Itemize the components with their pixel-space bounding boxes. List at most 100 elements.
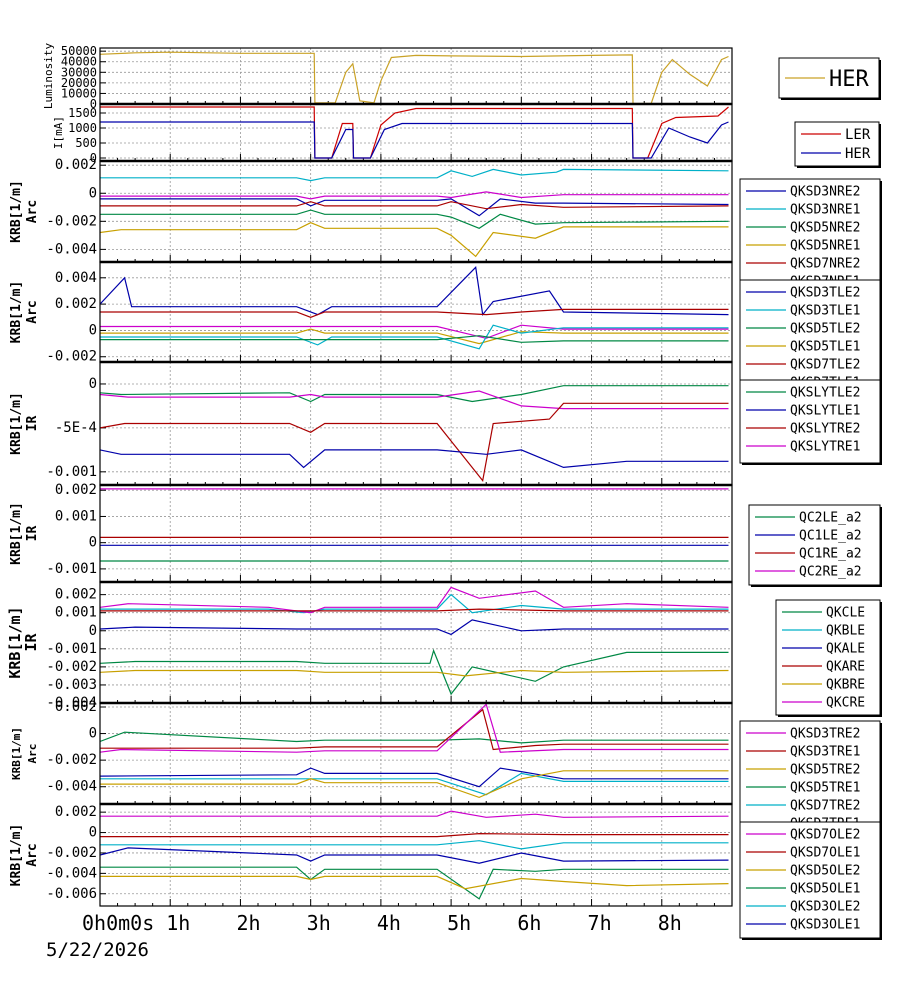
- plot-frame: [99, 160, 733, 263]
- y-axis-label: Luminosity: [42, 43, 55, 110]
- legend-entry: QKSD5TLE1: [790, 340, 860, 355]
- y-tick-label: 0.002: [55, 699, 97, 715]
- legend-entry: QKSD5TRE2: [790, 763, 860, 778]
- y-axis-label: Arc: [25, 843, 40, 866]
- y-axis-label: KRB[1/m]: [9, 502, 24, 565]
- y-tick-label: 1000: [68, 121, 97, 135]
- y-tick-label: 0.004: [55, 270, 97, 286]
- series-line-QKSD5TRE2: [100, 770, 729, 799]
- x-tick-label: 3h: [307, 911, 331, 935]
- legend-entry: QKSLYTRE1: [790, 440, 860, 455]
- y-tick-label: -0.002: [46, 752, 97, 768]
- series-line-LER: [100, 106, 729, 159]
- y-axis-label: Arc: [26, 744, 39, 764]
- y-tick-label: 0.001: [55, 605, 97, 621]
- y-tick-label: 50000: [61, 44, 97, 58]
- plot-frame: [99, 702, 733, 805]
- series-line-QKSLYTRE1: [100, 390, 729, 410]
- series-line-QKSD3TRE1: [100, 708, 729, 751]
- legend-entry: QKBLE: [826, 624, 865, 639]
- legend-entry: QKSD5NRE1: [790, 239, 860, 254]
- y-tick-label: 0: [89, 376, 97, 392]
- y-tick-label: -0.002: [46, 349, 97, 365]
- panel-9: -0.006 -0.004 -0.002 0 0.002 KRB[1/m] Arc QKSD7…: [9, 802, 882, 940]
- series-line-QKSD3OLE2: [100, 840, 729, 850]
- panel-3: -0.004 -0.002 0 0.002 KRB[1/m] Arc QKSD3NRE2 QK…: [9, 157, 882, 301]
- y-tick-label: 0: [89, 535, 97, 551]
- legend-entry: QKSD3TLE2: [790, 286, 860, 301]
- series-line-QKSD3NRE1: [100, 168, 729, 182]
- legend-entry: QKSD3TRE1: [790, 745, 860, 760]
- y-tick-label: 0.002: [55, 482, 97, 498]
- legend-box: [748, 504, 881, 586]
- series-line-QKBRE: [100, 669, 729, 677]
- y-axis-label: KRB[1/m]: [9, 824, 24, 887]
- series-line-QKSD3TLE1: [100, 324, 729, 350]
- x-tick-label: 5h: [447, 911, 471, 935]
- series-line-QKSD7OLE2: [100, 810, 729, 818]
- y-tick-label: 0: [90, 97, 97, 111]
- series-line-QKSD7TLE2: [100, 308, 729, 318]
- legend: LER HER: [794, 121, 881, 168]
- y-tick-label: -0.002: [46, 845, 97, 861]
- x-tick-label: 1h: [166, 911, 190, 935]
- time-axis: 0h0m0s 1h 2h 3h 4h 5h 6h 7h 8h: [82, 911, 682, 935]
- series-line-QKSD7TLE1: [100, 324, 729, 339]
- legend-entry: QC2LE_a2: [799, 511, 862, 526]
- legend-entry: QKSD7OLE1: [790, 846, 860, 861]
- legend-box: [739, 821, 881, 939]
- plot-frame: [99, 47, 733, 105]
- series-line-QKSLYTRE2: [100, 402, 729, 483]
- y-tick-label: 0: [89, 322, 97, 338]
- y-axis-label: KRB[1/m]: [6, 606, 24, 678]
- y-tick-label: -0.002: [46, 659, 97, 675]
- legend-entry: QC1LE_a2: [799, 529, 862, 544]
- y-tick-label: 0: [89, 825, 97, 841]
- series-line-QKSD5NRE2: [100, 209, 729, 229]
- series-line-QKSD7TRE2: [100, 772, 729, 796]
- series-line-QKSD7NRE2: [100, 201, 729, 210]
- y-tick-label: -0.004: [46, 695, 97, 711]
- series-line-QKSD5NRE1: [100, 222, 729, 258]
- legend-entry: LER: [845, 127, 871, 143]
- y-tick-label: 1500: [68, 106, 97, 120]
- legend: HER: [778, 57, 881, 100]
- y-tick-label: 500: [75, 136, 97, 150]
- y-tick-label: 0.001: [55, 508, 97, 524]
- legend-entry: QKARE: [826, 660, 865, 675]
- y-axis-label: IR: [22, 633, 40, 652]
- legend-entry: QKSLYTLE2: [790, 386, 860, 401]
- legend: QKSLYTLE2 QKSLYTLE1 QKSLYTRE2 QKSLYTRE1: [739, 379, 882, 465]
- series-line-QKSD5OLE1: [100, 866, 729, 900]
- series-line-QKSD7NRE1: [100, 191, 729, 200]
- legend-entry: QKSD3OLE2: [790, 900, 860, 915]
- y-tick-label: -0.004: [46, 241, 97, 257]
- legend-entry: QC1RE_a2: [799, 547, 862, 562]
- x-tick-label: 7h: [588, 911, 612, 935]
- y-axis-label: I[mA]: [52, 116, 65, 149]
- y-axis-label: IR: [25, 526, 40, 542]
- legend-entry: QKSD3NRE2: [790, 185, 860, 200]
- series-line-QKARE: [100, 608, 729, 612]
- y-tick-label: 10000: [61, 86, 97, 100]
- legend: QKSD7OLE2 QKSD7OLE1 QKSD5OLE2 QKSD5OLE1 QKSD…: [739, 821, 882, 940]
- plot-frame: [99, 103, 733, 162]
- legend-entry: QKSD5TLE2: [790, 322, 860, 337]
- series-line-QKALE: [100, 619, 729, 636]
- panel-6: -0.001 0 0.001 0.002 KRB[1/m] IR QC2LE_a2 QC1LE…: [9, 482, 882, 587]
- series-line-QKCRE: [100, 586, 729, 614]
- legend-entry: QKSD7TRE2: [790, 799, 860, 814]
- panel-7: -0.004 -0.003 -0.002 -0.001 0 0.001 0.002 KRB[1…: [6, 580, 882, 717]
- date-label: 5/22/2026: [46, 939, 149, 961]
- legend-entry: QKSD7OLE2: [790, 828, 860, 843]
- y-tick-label: -0.006: [46, 886, 97, 902]
- x-tick-label: 6h: [517, 911, 541, 935]
- y-tick-label: -0.002: [46, 213, 97, 229]
- y-tick-label: -0.001: [46, 464, 97, 480]
- legend-entry: QKCLE: [826, 606, 865, 621]
- series-line-QKSD3TRE2: [100, 703, 729, 753]
- legend: QC2LE_a2 QC1LE_a2 QC1RE_a2 QC2RE_a2: [748, 504, 882, 587]
- y-tick-label: -0.001: [46, 641, 97, 657]
- legend-box: [794, 121, 880, 167]
